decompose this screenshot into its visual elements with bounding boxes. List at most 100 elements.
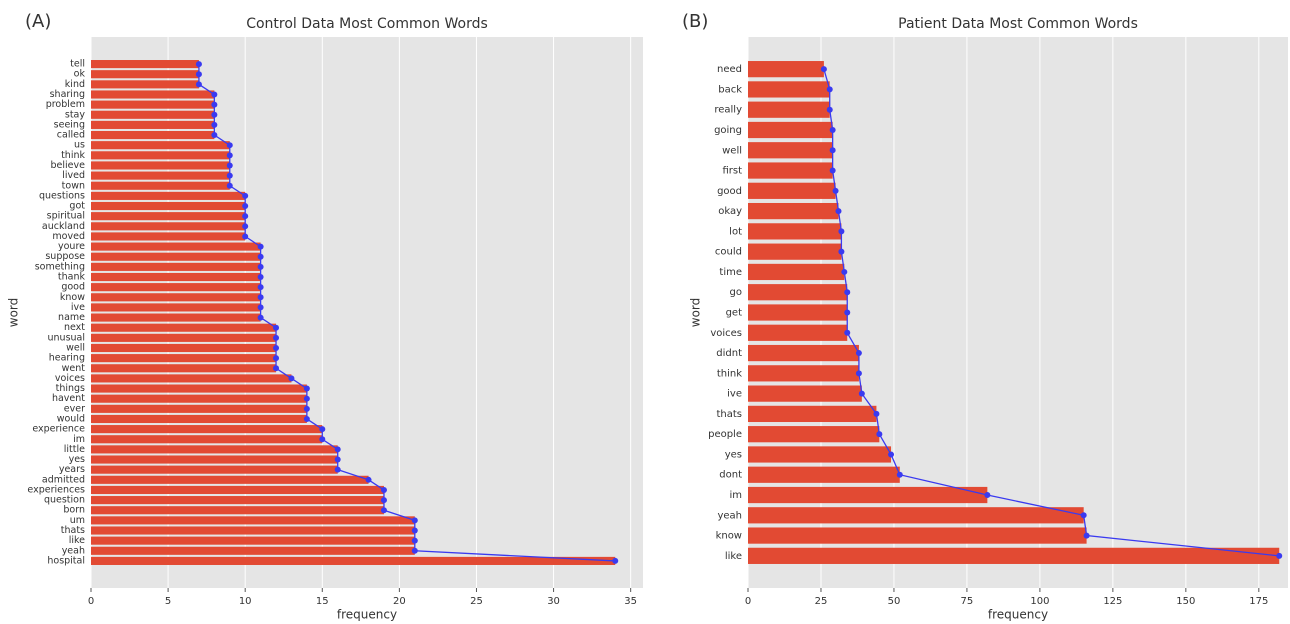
bar [748, 263, 845, 281]
y-tick-label: experience [32, 424, 85, 435]
y-tick-label: yeah [717, 510, 742, 521]
point [257, 284, 264, 291]
y-tick-label: next [64, 322, 85, 333]
y-tick-label: us [74, 140, 85, 151]
bar [91, 130, 215, 140]
panel-label: (A) [25, 11, 51, 32]
y-tick-label: okay [718, 206, 742, 217]
point [844, 309, 851, 316]
point [319, 426, 326, 433]
point [1080, 512, 1087, 519]
y-tick-label: admitted [42, 474, 85, 485]
bar [748, 202, 839, 220]
x-tick-label: 35 [624, 596, 637, 607]
point [211, 121, 218, 128]
y-tick-label: things [56, 383, 85, 394]
bar [91, 201, 246, 211]
bar [91, 546, 415, 555]
bar [91, 485, 384, 495]
y-tick-label: little [64, 444, 85, 455]
bar [91, 191, 246, 200]
point [242, 213, 249, 220]
bar [748, 304, 848, 321]
y-tick-label: got [69, 201, 85, 212]
plot-area [91, 37, 643, 588]
point [829, 147, 836, 154]
x-tick-label: 25 [470, 596, 483, 607]
y-tick-label: really [714, 105, 742, 116]
point [242, 223, 249, 230]
x-tick-label: 50 [888, 596, 901, 607]
bar [748, 61, 824, 78]
bar [748, 446, 892, 463]
y-axis-label: word [7, 298, 21, 328]
y-tick-label: ive [727, 389, 742, 400]
point [612, 557, 619, 564]
point [195, 61, 202, 68]
bar [91, 374, 292, 383]
bar [91, 343, 277, 353]
point [829, 167, 836, 174]
bar [91, 364, 277, 373]
bar [91, 556, 616, 565]
y-tick-label: would [57, 413, 85, 424]
point [211, 132, 218, 139]
point [303, 385, 310, 392]
x-tick-label: 10 [239, 596, 252, 607]
point [226, 152, 233, 159]
bar [91, 283, 261, 292]
point [257, 263, 264, 270]
point [273, 344, 280, 351]
point [303, 395, 310, 402]
point [257, 253, 264, 260]
bar [91, 526, 415, 535]
point [334, 466, 341, 473]
y-tick-label: back [718, 84, 742, 95]
bar [91, 141, 230, 150]
y-tick-label: lot [729, 226, 742, 237]
bar [748, 284, 848, 301]
point [858, 390, 865, 397]
bar [748, 81, 830, 98]
y-tick-label: believe [51, 160, 86, 171]
bar [748, 426, 880, 443]
y-tick-label: problem [46, 99, 85, 110]
y-tick-label: tell [70, 59, 85, 70]
bar [91, 323, 277, 332]
y-tick-label: yeah [62, 545, 85, 556]
x-tick-label: 75 [961, 596, 974, 607]
bar [91, 212, 246, 221]
y-tick-label: unusual [48, 332, 86, 343]
y-tick-label: lived [62, 170, 85, 181]
y-tick-label: name [58, 312, 85, 323]
bar [748, 405, 877, 423]
point [838, 248, 845, 255]
point [288, 375, 295, 382]
bar [91, 293, 261, 302]
x-tick-label: 150 [1176, 596, 1195, 607]
bar [91, 272, 261, 282]
y-tick-label: called [57, 130, 85, 141]
x-tick-label: 5 [165, 596, 171, 607]
y-tick-label: hospital [47, 555, 85, 566]
bar [91, 333, 277, 342]
point [844, 289, 851, 296]
y-tick-label: voices [710, 328, 742, 339]
y-tick-label: suppose [45, 251, 85, 262]
point [257, 294, 264, 301]
x-tick-label: 15 [316, 596, 329, 607]
y-tick-label: thank [58, 272, 86, 283]
bar [748, 344, 859, 362]
y-tick-label: didnt [716, 348, 742, 359]
y-tick-label: time [719, 267, 742, 278]
bar [91, 151, 230, 160]
y-tick-label: experiences [27, 484, 85, 495]
point [211, 101, 218, 108]
y-tick-label: could [715, 247, 742, 258]
y-tick-label: kind [65, 79, 85, 90]
y-tick-label: auckland [42, 221, 85, 232]
y-axis-label: word [689, 298, 703, 328]
bar [91, 394, 307, 403]
point [319, 436, 326, 443]
